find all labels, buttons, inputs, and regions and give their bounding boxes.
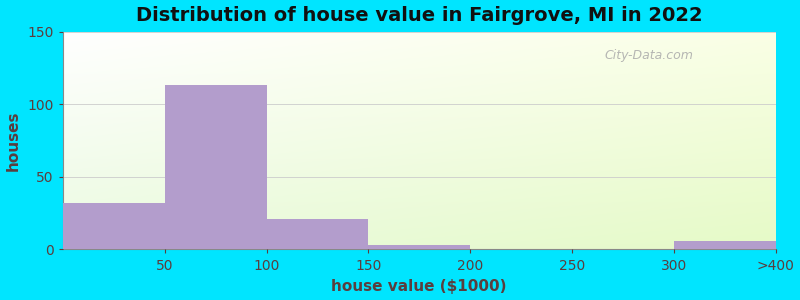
Bar — [63, 203, 165, 250]
X-axis label: house value ($1000): house value ($1000) — [331, 279, 507, 294]
Bar — [165, 85, 266, 250]
Bar — [368, 245, 470, 250]
Y-axis label: houses: houses — [6, 110, 21, 171]
Title: Distribution of house value in Fairgrove, MI in 2022: Distribution of house value in Fairgrove… — [136, 6, 702, 25]
Text: City-Data.com: City-Data.com — [605, 49, 694, 62]
Bar — [674, 241, 775, 250]
Bar — [266, 219, 368, 250]
